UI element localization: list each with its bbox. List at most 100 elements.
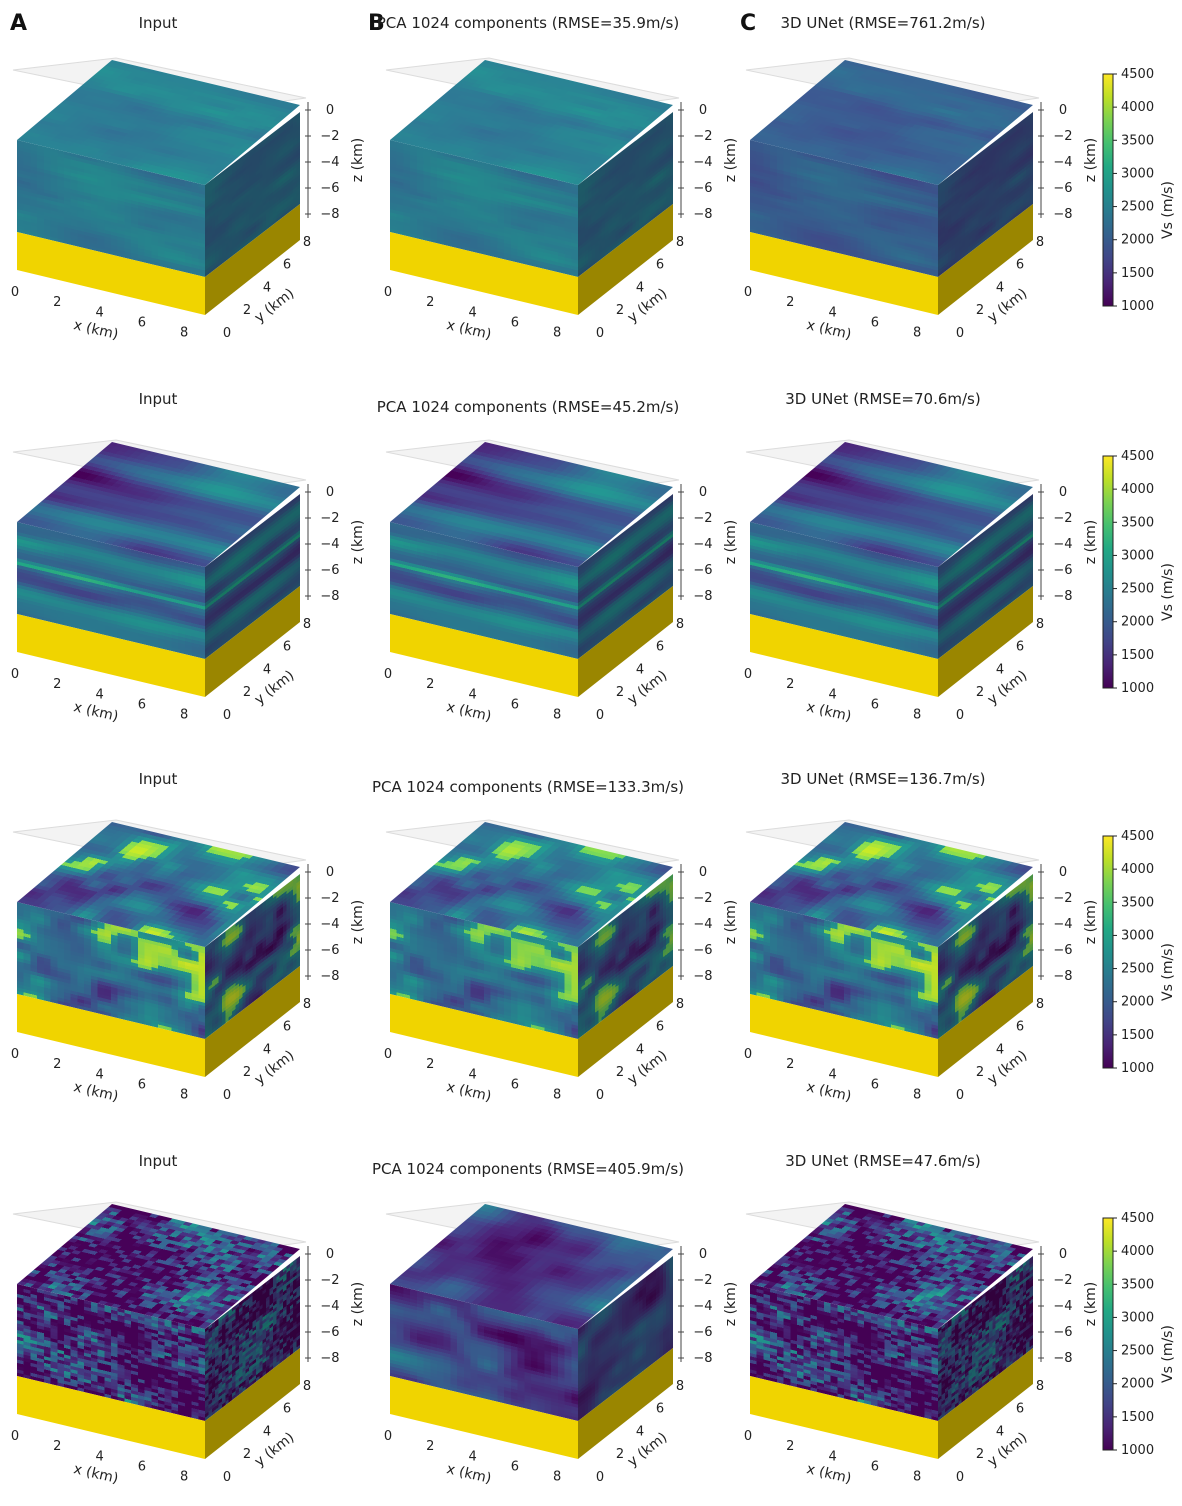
y-axis-label: y (km) [985, 1430, 1031, 1471]
panel-title: PCA 1024 components (RMSE=405.9m/s) [372, 1160, 684, 1178]
y-axis-label: y (km) [252, 668, 298, 709]
right-floor [578, 1348, 673, 1459]
y-tick-label: 4 [636, 1424, 644, 1439]
x-tick-label: 4 [828, 1449, 836, 1464]
x-tick-label: 0 [384, 1047, 392, 1062]
y-tick-label: 0 [956, 708, 964, 723]
y-tick-label: 4 [996, 1042, 1004, 1057]
x-tick-label: 2 [786, 677, 794, 692]
front-floor [17, 232, 205, 315]
x-axis-label: x (km) [445, 317, 493, 343]
z-tick-label: −8 [693, 969, 712, 984]
x-tick-label: 0 [744, 1047, 752, 1062]
x-tick-label: 2 [53, 1439, 61, 1454]
colorbar [1102, 1217, 1114, 1451]
x-tick-label: 4 [828, 687, 836, 702]
panel-title: Input [139, 390, 178, 408]
y-tick-label: 2 [243, 685, 251, 700]
z-axis: 0 −2 −4 −6 −8 z (km) [1038, 484, 1099, 604]
x-tick-label: 0 [11, 1047, 19, 1062]
z-tick-label: 0 [1059, 103, 1067, 118]
z-tick-label: −4 [320, 1299, 339, 1314]
y-tick-label: 4 [636, 662, 644, 677]
z-axis: 0 −2 −4 −6 −8 z (km) [1038, 864, 1099, 984]
z-tick-label: −4 [1053, 1299, 1072, 1314]
y-tick-label: 6 [283, 1020, 291, 1035]
x-tick-label: 4 [828, 305, 836, 320]
x-tick-label: 6 [511, 1459, 519, 1474]
z-tick-label: −6 [1053, 563, 1072, 578]
colorbar-tick-label: 3000 [1121, 166, 1154, 181]
x-axis-label: x (km) [445, 1079, 493, 1105]
x-tick-label: 2 [786, 295, 794, 310]
y-tick-label: 4 [996, 1424, 1004, 1439]
z-tick-label: −8 [693, 589, 712, 604]
panel-b-row-2: PCA 1024 components (RMSE=45.2m/s)02468x… [377, 398, 739, 725]
colorbar-label: Vs (m/s) [1160, 563, 1176, 621]
z-tick-label: −2 [1053, 1273, 1072, 1288]
right-floor [205, 966, 300, 1077]
x-tick-label: 4 [95, 687, 103, 702]
y-tick-label: 8 [303, 1379, 311, 1394]
y-tick-label: 2 [976, 303, 984, 318]
y-tick-label: 0 [596, 1088, 604, 1103]
colorbar [1102, 455, 1114, 689]
z-tick-label: −6 [693, 1325, 712, 1340]
x-axis-label: x (km) [72, 1461, 120, 1487]
x-tick-label: 2 [426, 295, 434, 310]
colorbar-label: Vs (m/s) [1160, 1325, 1176, 1383]
y-tick-label: 6 [283, 1402, 291, 1417]
z-tick-label: 0 [326, 865, 334, 880]
z-tick-label: −6 [1053, 943, 1072, 958]
z-tick-label: −6 [1053, 1325, 1072, 1340]
y-tick-label: 0 [596, 708, 604, 723]
colorbar-tick-label: 4500 [1121, 829, 1154, 844]
right-floor [938, 204, 1033, 315]
z-axis-label: z (km) [350, 520, 366, 564]
colorbar-tick-label: 2500 [1121, 1344, 1154, 1359]
y-tick-label: 8 [1036, 997, 1044, 1012]
z-tick-label: 0 [699, 103, 707, 118]
z-tick-label: −8 [320, 589, 339, 604]
z-tick-label: −2 [693, 1273, 712, 1288]
y-tick-label: 8 [676, 1379, 684, 1394]
z-tick-label: −4 [320, 537, 339, 552]
x-tick-label: 6 [871, 697, 879, 712]
panel-title: 3D UNet (RMSE=136.7m/s) [781, 770, 986, 788]
x-tick-label: 0 [11, 667, 19, 682]
x-tick-label: 0 [11, 285, 19, 300]
x-axis-label: x (km) [805, 699, 853, 725]
z-tick-label: −6 [1053, 181, 1072, 196]
x-tick-label: 8 [180, 1470, 188, 1485]
x-tick-label: 6 [511, 1077, 519, 1092]
x-tick-label: 2 [53, 677, 61, 692]
z-axis: 0 −2 −4 −6 −8 z (km) [678, 102, 739, 222]
colorbar-tick-label: 3000 [1121, 928, 1154, 943]
panel-letter-b: B [368, 11, 385, 36]
colorbar-tick-label: 2000 [1121, 233, 1154, 248]
y-tick-label: 4 [263, 280, 271, 295]
z-tick-label: −2 [693, 129, 712, 144]
colorbar-row-1: 1000 1500 2000 2500 3000 3500 4000 4500 Vs (m/s) [1102, 67, 1176, 314]
x-tick-label: 4 [95, 1449, 103, 1464]
colorbar-tick-label: 3500 [1121, 895, 1154, 910]
z-tick-label: −2 [320, 891, 339, 906]
y-axis-label: y (km) [985, 286, 1031, 327]
z-tick-label: 0 [699, 485, 707, 500]
x-tick-label: 6 [511, 697, 519, 712]
x-tick-label: 2 [53, 295, 61, 310]
y-tick-label: 0 [596, 326, 604, 341]
z-axis: 0 −2 −4 −6 −8 z (km) [678, 864, 739, 984]
right-floor [938, 586, 1033, 697]
z-tick-label: 0 [1059, 485, 1067, 500]
y-tick-label: 4 [636, 280, 644, 295]
z-tick-label: −4 [693, 917, 712, 932]
right-floor [578, 586, 673, 697]
z-tick-label: −2 [693, 891, 712, 906]
x-tick-label: 0 [384, 667, 392, 682]
